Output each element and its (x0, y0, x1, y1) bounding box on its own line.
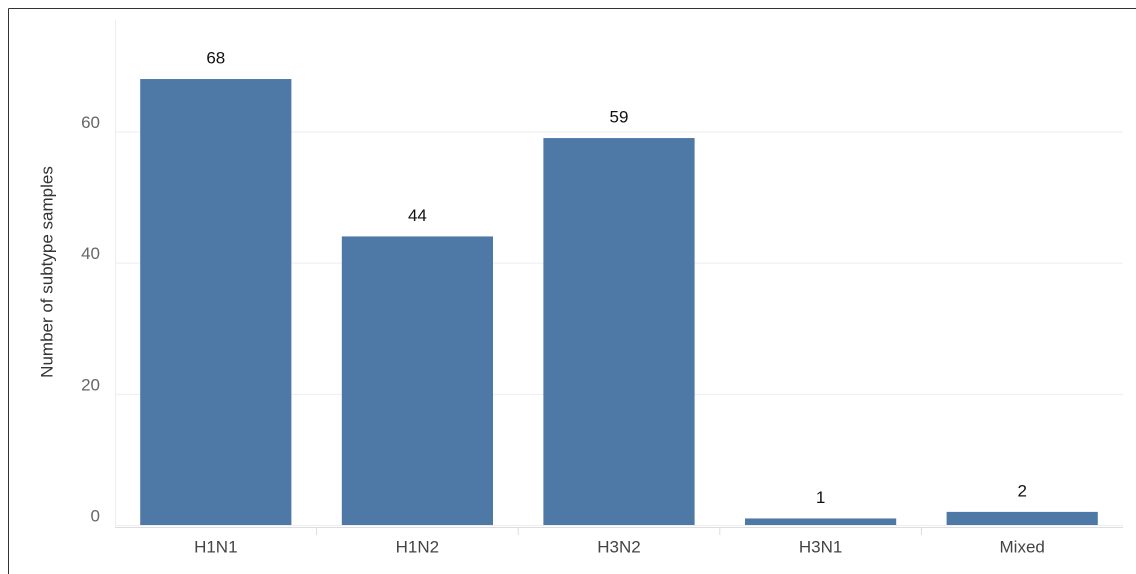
bar (946, 511, 1098, 525)
data-label: 2 (1017, 481, 1026, 500)
bar (543, 138, 695, 525)
data-label: 1 (816, 488, 825, 507)
data-label: 44 (408, 206, 427, 225)
x-tick-label: H3N2 (597, 537, 640, 556)
y-axis-title: Number of subtype samples (37, 166, 56, 378)
y-tick-label: 60 (81, 113, 100, 132)
data-label: 68 (206, 49, 225, 68)
data-label: 59 (610, 108, 629, 127)
y-tick-label: 0 (91, 506, 100, 525)
x-tick-label: Mixed (1000, 537, 1045, 556)
bar (140, 79, 292, 525)
bar (341, 236, 493, 525)
x-tick-label: H3N1 (799, 537, 842, 556)
y-tick-label: 40 (81, 244, 100, 263)
x-tick-label: H1N2 (396, 537, 439, 556)
bar (745, 518, 897, 525)
x-tick-label: H1N1 (194, 537, 237, 556)
y-tick-label: 20 (81, 375, 100, 394)
